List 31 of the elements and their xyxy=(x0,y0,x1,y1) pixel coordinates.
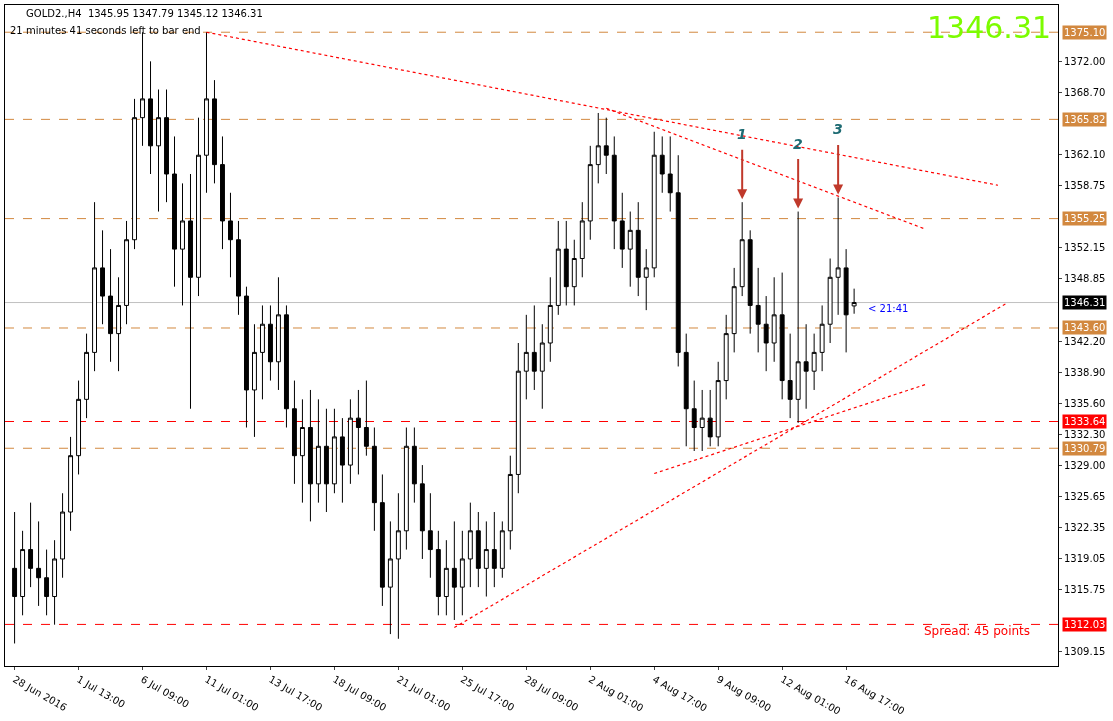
y-tick-label: 1352.15 xyxy=(1064,242,1106,254)
y-tick-label: 1362.10 xyxy=(1064,148,1106,160)
chart-title: GOLD2.,H4 1345.95 1347.79 1345.12 1346.31 xyxy=(26,8,263,20)
y-tick-label: 1319.05 xyxy=(1064,552,1106,564)
y-tick-label: 1329.00 xyxy=(1064,459,1106,471)
ref-line-label: 1355.25 xyxy=(1064,213,1106,224)
y-tick-label: 1348.85 xyxy=(1064,273,1106,285)
ref-line-label: 1346.31 xyxy=(1064,297,1106,308)
ref-line-label: 1312.03 xyxy=(1064,619,1106,630)
y-tick-label: 1315.75 xyxy=(1064,583,1106,595)
ref-line-label: 1333.64 xyxy=(1064,416,1106,427)
annotation: 3 xyxy=(833,121,843,137)
annotation: < 21:41 xyxy=(868,303,909,314)
y-tick-label: 1322.35 xyxy=(1064,522,1106,534)
y-tick-label: 1342.20 xyxy=(1064,335,1106,347)
y-tick-label: 1309.15 xyxy=(1064,645,1106,657)
text: 21 minutes 41 seconds left to bar end xyxy=(10,25,201,36)
y-tick-label: 1358.75 xyxy=(1064,180,1106,192)
y-tick-label: 1325.65 xyxy=(1064,491,1106,503)
annotation: Spread: 45 points xyxy=(924,624,1031,638)
y-tick-label: 1372.00 xyxy=(1064,55,1106,67)
y-tick-label: 1332.30 xyxy=(1064,428,1106,440)
y-tick-label: 1335.60 xyxy=(1064,397,1106,409)
ref-line-label: 1365.82 xyxy=(1064,114,1106,125)
y-tick-label: 1368.70 xyxy=(1064,86,1106,98)
y-tick-label: 1338.90 xyxy=(1064,366,1106,378)
ref-line-label: 1343.60 xyxy=(1064,322,1106,333)
annotation: 2 xyxy=(793,136,803,152)
ref-line-label: 1375.10 xyxy=(1064,27,1106,38)
annotation: 1346.31 xyxy=(927,10,1052,45)
ref-line-label: 1330.79 xyxy=(1064,443,1106,454)
